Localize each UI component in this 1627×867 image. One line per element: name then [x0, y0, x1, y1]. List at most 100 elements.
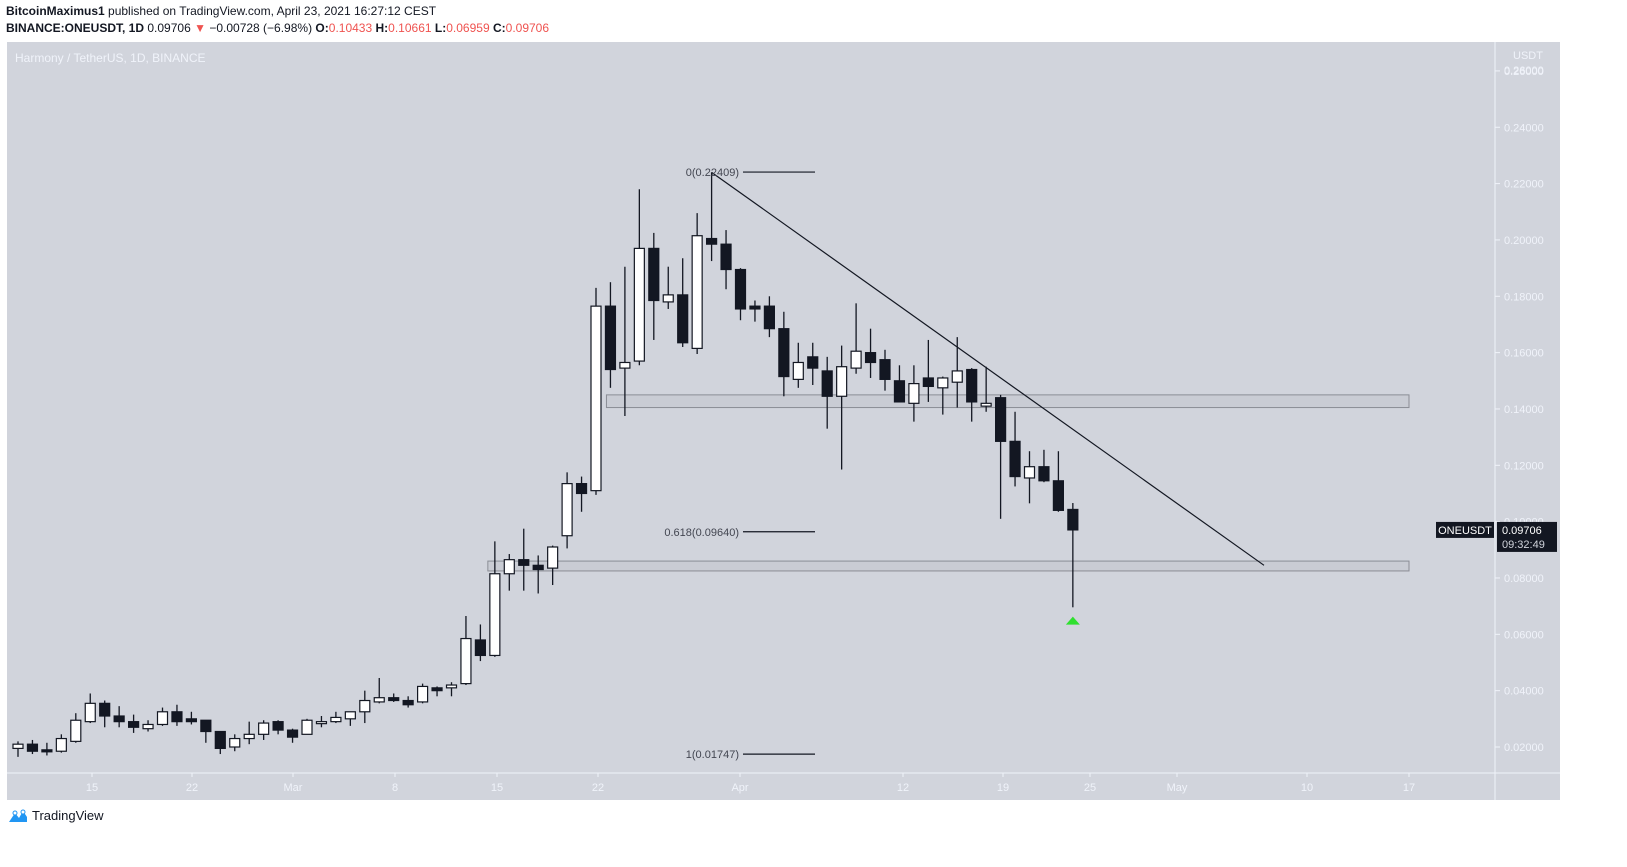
- chart-title: Harmony / TetherUS, 1D, BINANCE: [15, 51, 206, 65]
- price-tick-label: 0.14000: [1504, 404, 1544, 416]
- candle[interactable]: [272, 721, 284, 731]
- price-tick-label: 0.02000: [1504, 742, 1544, 754]
- candle[interactable]: [402, 699, 414, 706]
- fib-level-label: 0.618(0.09640): [664, 527, 739, 539]
- close-label: C:: [492, 21, 506, 35]
- candle[interactable]: [229, 737, 241, 748]
- candle[interactable]: [547, 546, 559, 569]
- candle[interactable]: [532, 564, 544, 571]
- candle[interactable]: [778, 328, 790, 378]
- candle[interactable]: [734, 268, 747, 310]
- chart-area[interactable]: [7, 42, 1560, 800]
- candle[interactable]: [185, 718, 197, 723]
- candle[interactable]: [503, 559, 515, 575]
- fib-level-label: 1(0.01747): [686, 749, 739, 761]
- candle[interactable]: [55, 737, 67, 752]
- candle[interactable]: [113, 715, 125, 723]
- candle[interactable]: [821, 370, 833, 397]
- candle[interactable]: [604, 305, 617, 371]
- candle[interactable]: [12, 743, 24, 750]
- candle[interactable]: [214, 730, 226, 750]
- high-value: 0.10661: [388, 21, 432, 35]
- candle[interactable]: [893, 380, 906, 403]
- candle[interactable]: [966, 368, 978, 403]
- candle[interactable]: [1038, 466, 1050, 482]
- candle[interactable]: [1009, 440, 1021, 478]
- candle[interactable]: [677, 294, 689, 344]
- candle[interactable]: [807, 356, 819, 369]
- candle[interactable]: [662, 294, 674, 303]
- candle[interactable]: [951, 370, 963, 383]
- symbol-tag-label: ONEUSDT: [1438, 525, 1492, 537]
- candle[interactable]: [1023, 466, 1036, 479]
- candle[interactable]: [648, 247, 660, 302]
- candle[interactable]: [561, 483, 573, 537]
- time-tick-label: 8: [392, 782, 398, 794]
- candle[interactable]: [431, 687, 443, 692]
- symbol: BINANCE:ONEUSDT, 1D: [6, 21, 145, 35]
- candle[interactable]: [388, 697, 400, 702]
- last-price-tag: [1497, 521, 1557, 552]
- price-tick-label: 0.22000: [1504, 179, 1544, 191]
- candle[interactable]: [286, 729, 299, 738]
- candle[interactable]: [258, 722, 270, 735]
- candle[interactable]: [489, 573, 501, 657]
- tradingview-footer[interactable]: TradingView: [8, 808, 104, 823]
- candle[interactable]: [243, 733, 255, 740]
- candle[interactable]: [792, 361, 804, 380]
- candle[interactable]: [879, 359, 891, 380]
- candle[interactable]: [70, 719, 82, 742]
- candle[interactable]: [460, 637, 472, 685]
- candle[interactable]: [850, 350, 862, 369]
- candle[interactable]: [1067, 508, 1079, 531]
- candle[interactable]: [994, 397, 1007, 442]
- candle[interactable]: [344, 711, 356, 720]
- green-up-arrow-icon: [1065, 616, 1080, 625]
- candle[interactable]: [518, 559, 530, 566]
- candle[interactable]: [1052, 480, 1065, 511]
- candle[interactable]: [142, 723, 154, 730]
- candle[interactable]: [836, 366, 848, 397]
- candle[interactable]: [937, 377, 949, 389]
- candle[interactable]: [691, 235, 703, 349]
- candle[interactable]: [301, 719, 313, 735]
- candle[interactable]: [41, 749, 53, 753]
- publish-header: BitcoinMaximus1 published on TradingView…: [6, 4, 436, 18]
- price-tick-label: 0.20000: [1504, 235, 1544, 247]
- candle[interactable]: [128, 721, 140, 728]
- candle[interactable]: [330, 716, 342, 723]
- descending-trendline[interactable]: [711, 171, 1265, 566]
- candle[interactable]: [474, 639, 486, 657]
- candle[interactable]: [373, 697, 385, 703]
- resistance-zone[interactable]: [605, 394, 1410, 409]
- time-tick-label: 10: [1301, 782, 1313, 794]
- candle[interactable]: [633, 247, 645, 362]
- candle[interactable]: [315, 721, 328, 725]
- candle[interactable]: [359, 699, 371, 713]
- candle[interactable]: [99, 702, 111, 717]
- candle[interactable]: [922, 377, 934, 388]
- candle[interactable]: [864, 352, 877, 364]
- candle[interactable]: [705, 237, 718, 245]
- candle[interactable]: [156, 711, 169, 726]
- candle[interactable]: [763, 305, 776, 330]
- candle[interactable]: [720, 243, 732, 271]
- candle[interactable]: [575, 483, 588, 495]
- candle[interactable]: [908, 383, 920, 404]
- candle[interactable]: [26, 743, 39, 752]
- price-tick-label: 0.08000: [1504, 573, 1544, 585]
- candle[interactable]: [980, 402, 992, 407]
- candle[interactable]: [619, 361, 631, 369]
- candle[interactable]: [445, 684, 458, 689]
- candle[interactable]: [417, 685, 429, 703]
- candle[interactable]: [749, 305, 761, 310]
- low-value: 0.06959: [446, 21, 490, 35]
- candle[interactable]: [84, 702, 96, 723]
- time-tick-label: 12: [897, 782, 909, 794]
- price-tick-label: 0.16000: [1504, 348, 1544, 360]
- candle[interactable]: [200, 719, 212, 733]
- candle[interactable]: [171, 711, 183, 723]
- support-zone[interactable]: [487, 560, 1410, 572]
- candle[interactable]: [590, 305, 602, 492]
